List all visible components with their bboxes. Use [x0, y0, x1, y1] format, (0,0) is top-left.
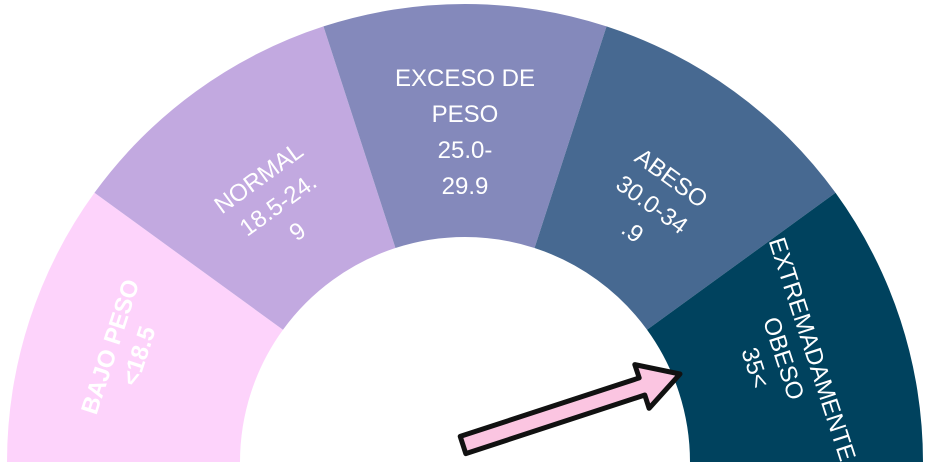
label-line: 29.9	[442, 173, 489, 200]
gauge-segments	[7, 4, 923, 462]
segment-bajo-peso	[7, 192, 283, 462]
label-line: 25.0-	[438, 137, 493, 164]
segment-extremadamente-obeso	[647, 192, 923, 462]
segment-abeso	[534, 26, 836, 330]
label-exceso-de-peso: EXCESO DE PESO 25.0- 29.9	[395, 65, 535, 200]
segment-normal	[94, 26, 396, 330]
pointer-arrow	[457, 362, 683, 457]
label-line: PESO	[432, 101, 499, 128]
label-line: EXCESO DE	[395, 65, 535, 92]
segment-exceso-de-peso	[323, 4, 607, 249]
